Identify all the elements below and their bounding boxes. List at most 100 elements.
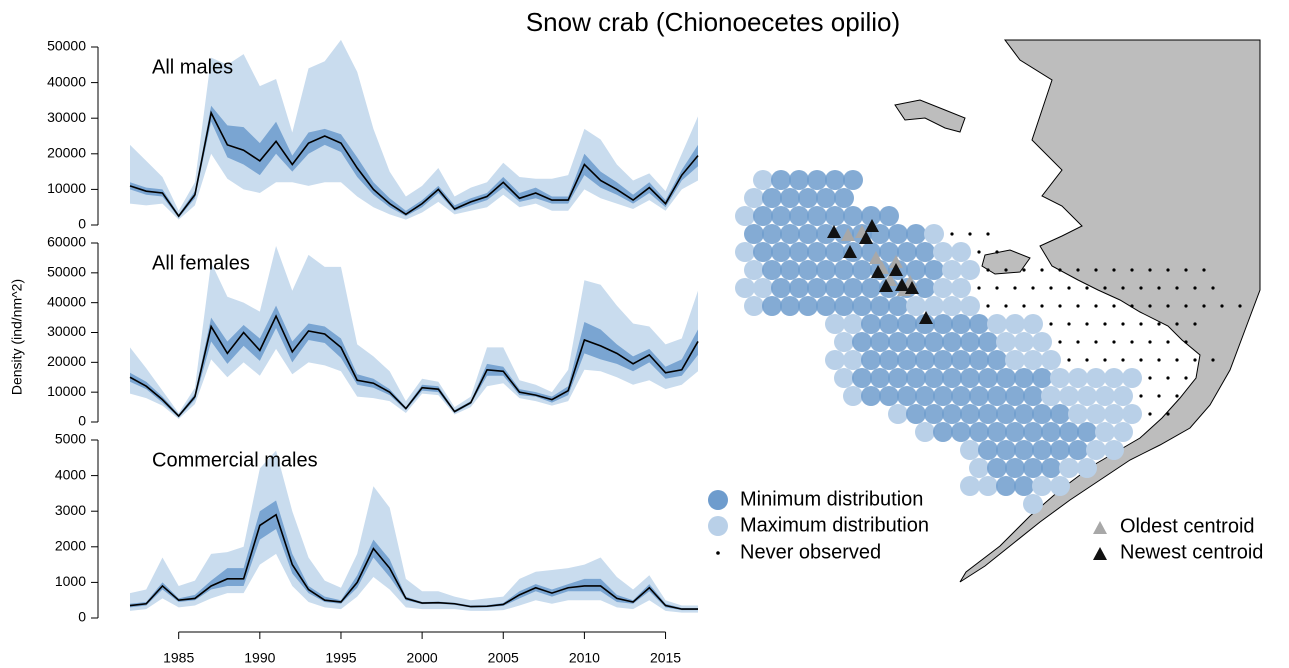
station-max	[834, 368, 854, 388]
station-max	[1077, 458, 1097, 478]
station-min	[852, 332, 872, 352]
station-never	[1121, 286, 1125, 290]
station-max	[825, 350, 845, 370]
station-never	[1076, 268, 1080, 272]
station-min	[744, 224, 764, 244]
station-max	[843, 350, 863, 370]
panel-title: Commercial males	[152, 449, 318, 471]
station-never	[1175, 358, 1179, 362]
station-min	[762, 296, 782, 316]
station-min	[906, 368, 926, 388]
station-never	[1076, 340, 1080, 344]
station-never	[986, 232, 990, 236]
station-never	[1184, 268, 1188, 272]
station-min	[816, 188, 836, 208]
station-min	[1005, 458, 1025, 478]
station-never	[1193, 286, 1197, 290]
station-never	[1094, 340, 1098, 344]
legend-label: Minimum distribution	[740, 488, 923, 510]
station-min	[1005, 386, 1025, 406]
new-centroid	[871, 265, 885, 278]
station-min	[942, 332, 962, 352]
station-min	[1023, 422, 1043, 442]
station-min	[969, 422, 989, 442]
station-max	[1113, 422, 1133, 442]
station-min	[951, 422, 971, 442]
station-never	[1094, 304, 1098, 308]
station-min	[1041, 458, 1061, 478]
station-never	[1193, 322, 1197, 326]
station-min	[915, 386, 935, 406]
station-min	[1014, 440, 1034, 460]
station-min	[951, 386, 971, 406]
y-tick-label: 10000	[47, 383, 86, 399]
station-never	[1166, 304, 1170, 308]
station-max	[1050, 476, 1070, 496]
station-never	[1022, 268, 1026, 272]
station-min	[996, 404, 1016, 424]
station-max	[951, 242, 971, 262]
station-min	[780, 296, 800, 316]
station-never	[1040, 304, 1044, 308]
station-never	[1184, 376, 1188, 380]
station-min	[888, 368, 908, 388]
station-min	[951, 314, 971, 334]
station-never	[1139, 286, 1143, 290]
station-min	[906, 404, 926, 424]
station-min	[780, 188, 800, 208]
station-min	[771, 278, 791, 298]
station-never	[1184, 340, 1188, 344]
station-never	[1040, 268, 1044, 272]
station-max	[753, 170, 773, 190]
station-max	[924, 296, 944, 316]
station-min	[933, 422, 953, 442]
station-min	[798, 260, 818, 280]
station-never	[1148, 304, 1152, 308]
station-max	[735, 278, 755, 298]
station-never	[1148, 340, 1152, 344]
station-min	[942, 368, 962, 388]
station-max	[1059, 458, 1079, 478]
station-min	[870, 368, 890, 388]
station-min	[978, 440, 998, 460]
station-min	[1068, 440, 1088, 460]
station-max	[1050, 368, 1070, 388]
station-min	[852, 260, 872, 280]
station-max	[933, 242, 953, 262]
station-max	[1095, 386, 1115, 406]
station-min	[834, 296, 854, 316]
station-never	[1004, 304, 1008, 308]
station-min	[843, 278, 863, 298]
station-never	[995, 250, 999, 254]
new-centroid	[843, 245, 857, 258]
station-min	[825, 206, 845, 226]
station-never	[1148, 376, 1152, 380]
station-min	[915, 242, 935, 262]
x-tick-label: 2005	[488, 650, 519, 666]
station-max	[888, 404, 908, 424]
new-centroid	[895, 278, 909, 291]
station-min	[852, 368, 872, 388]
station-min	[816, 224, 836, 244]
station-min	[987, 350, 1007, 370]
station-min	[969, 386, 989, 406]
station-min	[753, 206, 773, 226]
y-tick-label: 20000	[47, 145, 86, 161]
y-tick-label: 1000	[55, 573, 86, 589]
legend-label: Maximum distribution	[740, 514, 929, 536]
station-max	[915, 422, 935, 442]
station-min	[879, 350, 899, 370]
station-min	[870, 332, 890, 352]
median-line	[129, 513, 698, 610]
station-never	[1193, 358, 1197, 362]
station-never	[1103, 286, 1107, 290]
station-max	[735, 206, 755, 226]
station-never	[1094, 268, 1098, 272]
station-min	[924, 332, 944, 352]
legend-label: Oldest centroid	[1120, 515, 1255, 537]
old-centroid	[889, 255, 903, 268]
station-never	[986, 304, 990, 308]
station-min	[960, 404, 980, 424]
station-max	[1068, 404, 1088, 424]
